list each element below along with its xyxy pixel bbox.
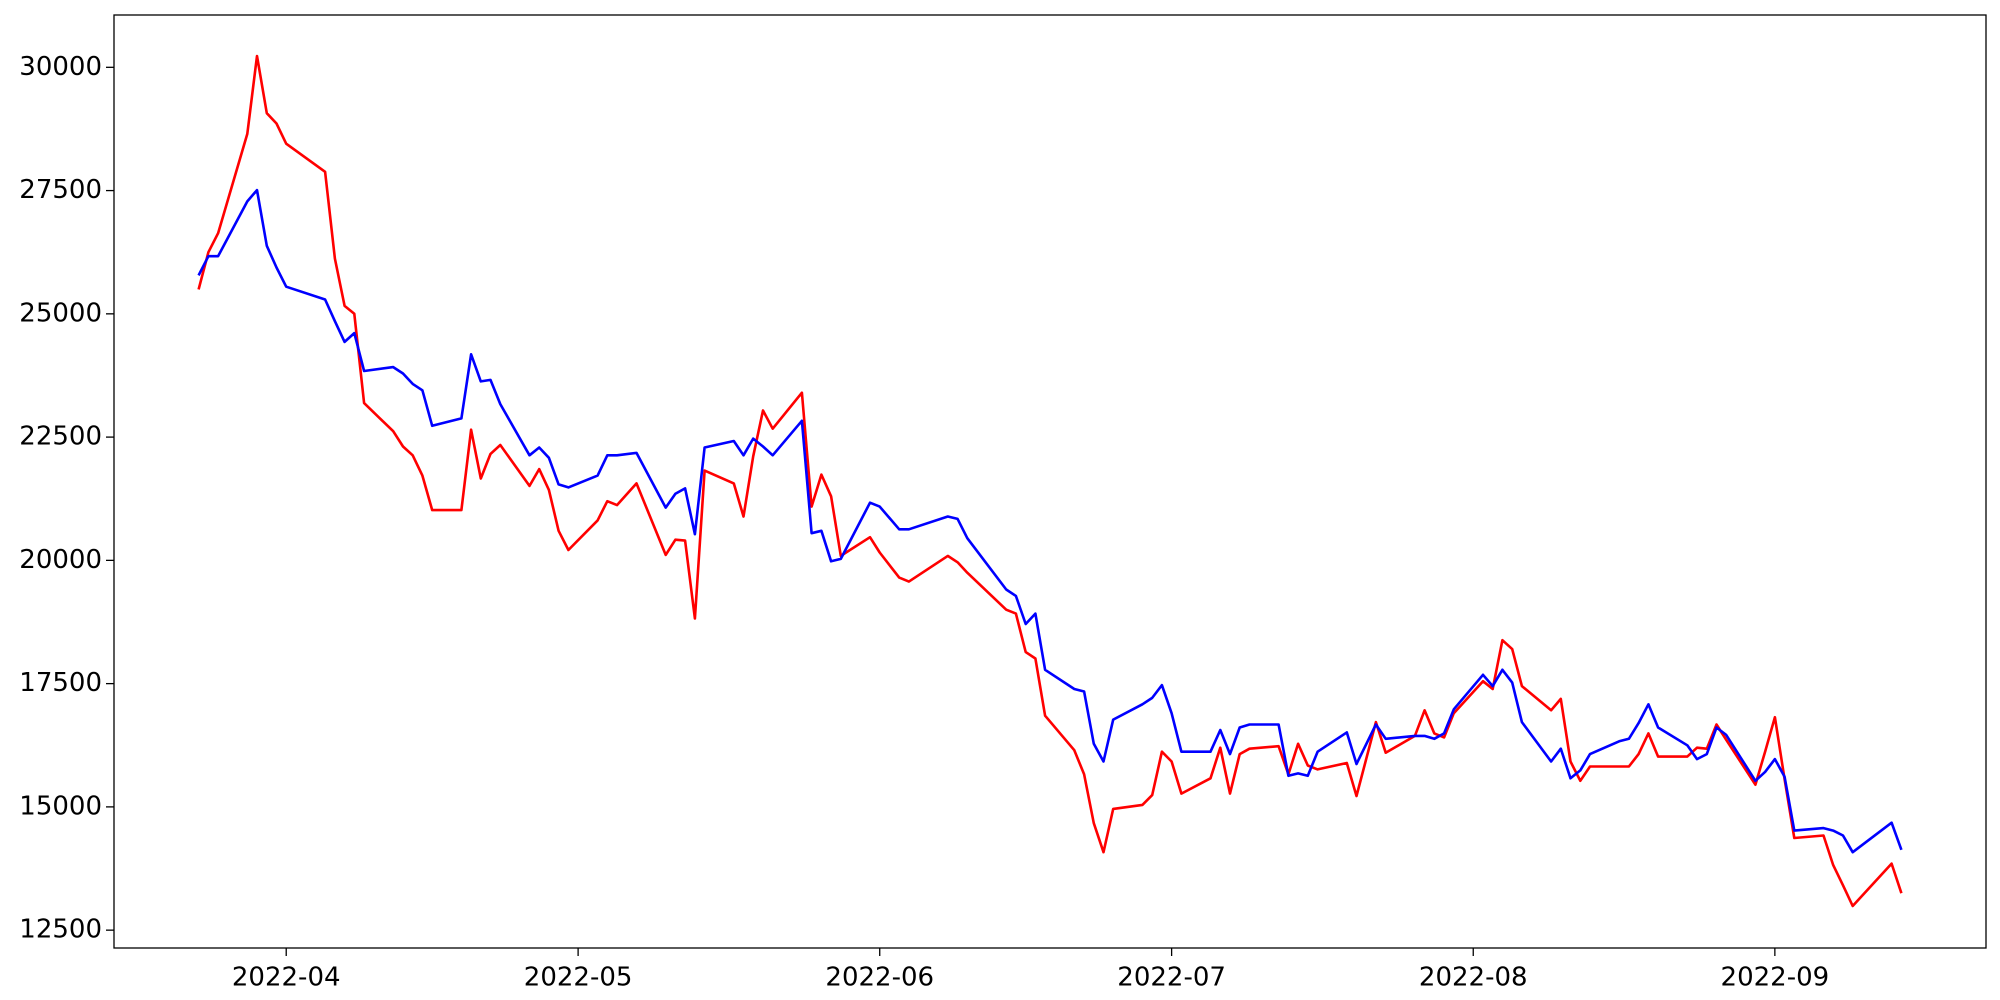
y-tick-label: 25000 bbox=[19, 298, 102, 328]
x-tick-label: 2022-07 bbox=[1117, 963, 1226, 993]
y-tick-label: 12500 bbox=[19, 915, 102, 945]
y-tick-label: 27500 bbox=[19, 175, 102, 205]
x-tick-label: 2022-06 bbox=[825, 963, 934, 993]
x-tick-label: 2022-04 bbox=[232, 963, 341, 993]
y-tick-label: 17500 bbox=[19, 668, 102, 698]
data-line bbox=[197, 54, 1903, 908]
y-tick-label: 20000 bbox=[19, 545, 102, 575]
y-tick-label: 22500 bbox=[19, 422, 102, 452]
x-tick-label: 2022-09 bbox=[1721, 963, 1830, 993]
data-line bbox=[197, 188, 1903, 854]
plot-frame bbox=[113, 14, 1987, 949]
y-tick-label: 15000 bbox=[19, 791, 102, 821]
x-tick-label: 2022-05 bbox=[524, 963, 633, 993]
x-tick-label: 2022-08 bbox=[1419, 963, 1528, 993]
y-tick-label: 30000 bbox=[19, 52, 102, 82]
